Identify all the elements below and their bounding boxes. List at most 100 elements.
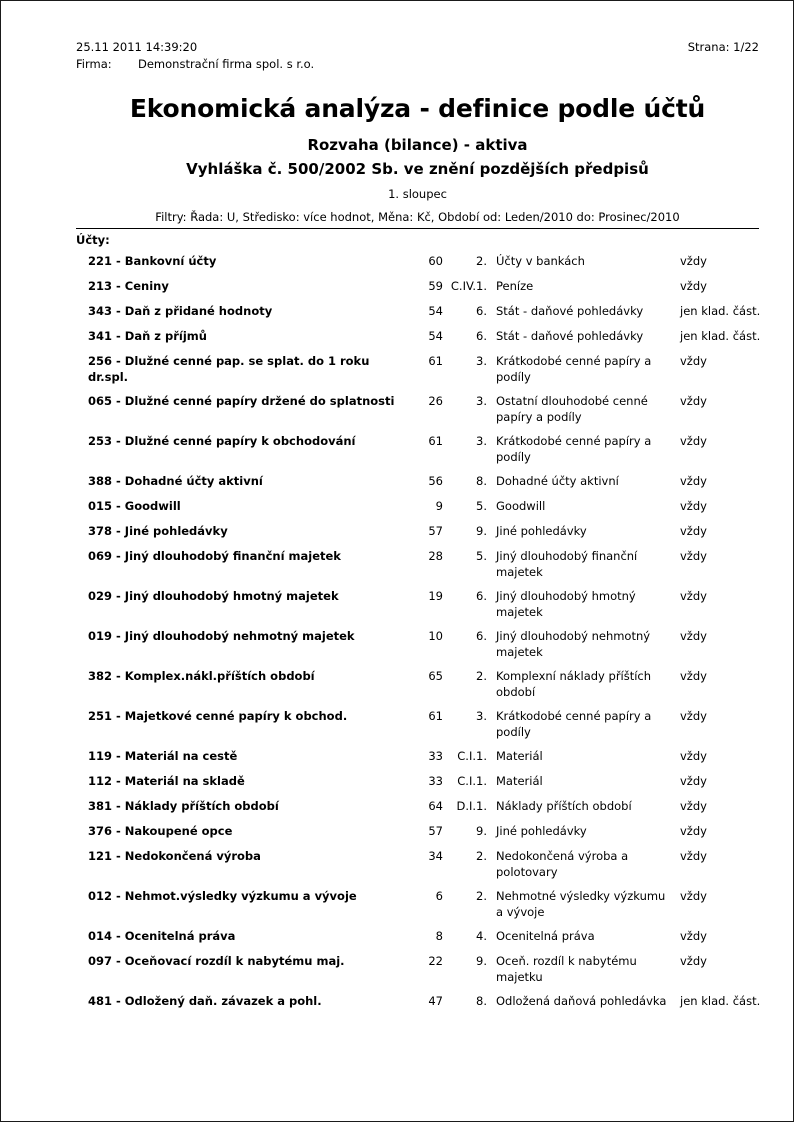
row-inclusion-note: vždy xyxy=(680,669,707,683)
report-sheet: 25.11 2011 14:39:20 Strana: 1/22 Firma: … xyxy=(76,39,761,1014)
accounts-table: 221 - Bankovní účty 60 2. Účty v bankách vžd… xyxy=(76,249,761,1014)
page-title: Ekonomická analýza - definice podle účtů xyxy=(129,94,706,123)
table-row: 012 - Nehmot.výsledky výzkumu a vývoje 6 2… xyxy=(76,884,759,924)
row-inclusion-note: vždy xyxy=(680,954,707,968)
row-account-name: 253 - Dlužné cenné papíry k obchodování xyxy=(88,434,356,448)
row-inclusion-note: vždy xyxy=(680,799,707,813)
row-statement-description: Jiné pohledávky xyxy=(496,524,587,538)
row-inclusion-note: jen klad. část. xyxy=(680,994,761,1008)
row-statement-code: C.IV.1. xyxy=(450,279,487,293)
row-line-number: 34 xyxy=(428,849,443,863)
row-inclusion-note: vždy xyxy=(680,774,707,788)
row-statement-code: 9. xyxy=(476,954,487,968)
row-statement-description: Jiné pohledávky xyxy=(496,824,587,838)
regulation-subtitle: Vyhláška č. 500/2002 Sb. ve znění pozděj… xyxy=(186,160,649,178)
table-row: 112 - Materiál na skladě 33 C.I.1. Materiál… xyxy=(76,769,759,794)
row-line-number: 60 xyxy=(428,254,443,268)
table-row: 251 - Majetkové cenné papíry k obchod. 61… xyxy=(76,704,759,744)
row-line-number: 6 xyxy=(435,889,443,903)
row-statement-description: Stát - daňové pohledávky xyxy=(496,329,644,343)
table-row: 065 - Dlužné cenné papíry držené do spla… xyxy=(76,389,759,429)
row-account-name: 256 - Dlužné cenné pap. se splat. do 1 r… xyxy=(88,354,370,384)
row-account-name: 221 - Bankovní účty xyxy=(88,254,217,268)
row-account-name: 069 - Jiný dlouhodobý finanční majetek xyxy=(88,549,341,563)
row-line-number: 61 xyxy=(428,354,443,368)
row-statement-code: 2. xyxy=(476,254,487,268)
row-inclusion-note: vždy xyxy=(680,549,707,563)
row-inclusion-note: vždy xyxy=(680,849,707,863)
row-account-name: 029 - Jiný dlouhodobý hmotný majetek xyxy=(88,589,339,603)
table-row: 221 - Bankovní účty 60 2. Účty v bankách vžd… xyxy=(76,249,759,274)
row-inclusion-note: vždy xyxy=(680,279,707,293)
row-line-number: 56 xyxy=(428,474,443,488)
row-line-number: 8 xyxy=(435,929,443,943)
report-subtitle: Rozvaha (bilance) - aktiva xyxy=(307,136,528,154)
row-line-number: 61 xyxy=(428,709,443,723)
table-row: 121 - Nedokončená výroba 34 2. Nedokončená … xyxy=(76,844,759,884)
row-statement-description: Komplexní náklady příštích období xyxy=(496,669,652,699)
row-statement-description: Materiál xyxy=(496,774,543,788)
row-statement-description: Jiný dlouhodobý nehmotný majetek xyxy=(496,629,651,659)
row-account-name: 097 - Oceňovací rozdíl k nabytému maj. xyxy=(88,954,345,968)
row-inclusion-note: vždy xyxy=(680,709,707,723)
print-timestamp: 25.11 2011 14:39:20 xyxy=(76,40,198,54)
row-inclusion-note: vždy xyxy=(680,474,707,488)
row-statement-code: 2. xyxy=(476,849,487,863)
row-line-number: 33 xyxy=(428,749,443,763)
table-row: 029 - Jiný dlouhodobý hmotný majetek 19 6.… xyxy=(76,584,759,624)
table-row: 019 - Jiný dlouhodobý nehmotný majetek 10… xyxy=(76,624,759,664)
row-statement-description: Krátkodobé cenné papíry a podíly xyxy=(496,354,652,384)
row-line-number: 47 xyxy=(428,994,443,1008)
row-account-name: 378 - Jiné pohledávky xyxy=(88,524,228,538)
row-inclusion-note: vždy xyxy=(680,889,707,903)
row-statement-code: 6. xyxy=(476,304,487,318)
row-line-number: 57 xyxy=(428,524,443,538)
section-label-accounts: Účty: xyxy=(76,233,110,247)
row-account-name: 065 - Dlužné cenné papíry držené do spla… xyxy=(88,394,395,408)
table-row: 341 - Daň z příjmů 54 6. Stát - daňové pohl… xyxy=(76,324,761,349)
row-line-number: 65 xyxy=(428,669,443,683)
row-statement-description: Oceň. rozdíl k nabytému majetku xyxy=(496,954,637,984)
row-line-number: 28 xyxy=(428,549,443,563)
row-line-number: 54 xyxy=(428,329,443,343)
row-statement-description: Nedokončená výroba a polotovary xyxy=(496,849,629,879)
row-line-number: 61 xyxy=(428,434,443,448)
row-inclusion-note: vždy xyxy=(680,434,707,448)
row-inclusion-note: vždy xyxy=(680,589,707,603)
row-statement-description: Ocenitelná práva xyxy=(496,929,595,943)
row-statement-code: 6. xyxy=(476,629,487,643)
row-line-number: 59 xyxy=(428,279,443,293)
row-account-name: 388 - Dohadné účty aktivní xyxy=(88,474,263,488)
row-account-name: 213 - Ceniny xyxy=(88,279,169,293)
row-inclusion-note: vždy xyxy=(680,749,707,763)
row-account-name: 014 - Ocenitelná práva xyxy=(88,929,236,943)
row-line-number: 33 xyxy=(428,774,443,788)
row-account-name: 381 - Náklady příštích období xyxy=(88,799,279,813)
filter-summary: Filtry: Řada: U, Středisko: více hodnot,… xyxy=(76,210,759,229)
row-statement-description: Materiál xyxy=(496,749,543,763)
row-statement-description: Stát - daňové pohledávky xyxy=(496,304,644,318)
row-statement-code: 4. xyxy=(476,929,487,943)
table-row: 388 - Dohadné účty aktivní 56 8. Dohadné úč… xyxy=(76,469,759,494)
row-line-number: 10 xyxy=(428,629,443,643)
row-statement-description: Účty v bankách xyxy=(496,254,585,268)
row-statement-code: 3. xyxy=(476,434,487,448)
row-inclusion-note: vždy xyxy=(680,354,707,368)
row-statement-code: C.I.1. xyxy=(457,774,487,788)
row-account-name: 481 - Odložený daň. závazek a pohl. xyxy=(88,994,322,1008)
row-account-name: 251 - Majetkové cenné papíry k obchod. xyxy=(88,709,348,723)
row-line-number: 19 xyxy=(428,589,443,603)
row-inclusion-note: vždy xyxy=(680,629,707,643)
row-statement-code: 3. xyxy=(476,394,487,408)
table-row: 014 - Ocenitelná práva 8 4. Ocenitelná práv… xyxy=(76,924,759,949)
row-line-number: 54 xyxy=(428,304,443,318)
firm-name: Demonstrační firma spol. s r.o. xyxy=(138,57,315,71)
row-statement-description: Dohadné účty aktivní xyxy=(496,474,619,488)
table-row: 213 - Ceniny 59 C.IV.1. Peníze vždy xyxy=(76,274,759,299)
row-account-name: 015 - Goodwill xyxy=(88,499,181,513)
row-inclusion-note: jen klad. část. xyxy=(680,329,761,343)
row-account-name: 343 - Daň z přidané hodnoty xyxy=(88,304,273,318)
row-statement-description: Goodwill xyxy=(496,499,546,513)
row-inclusion-note: vždy xyxy=(680,394,707,408)
